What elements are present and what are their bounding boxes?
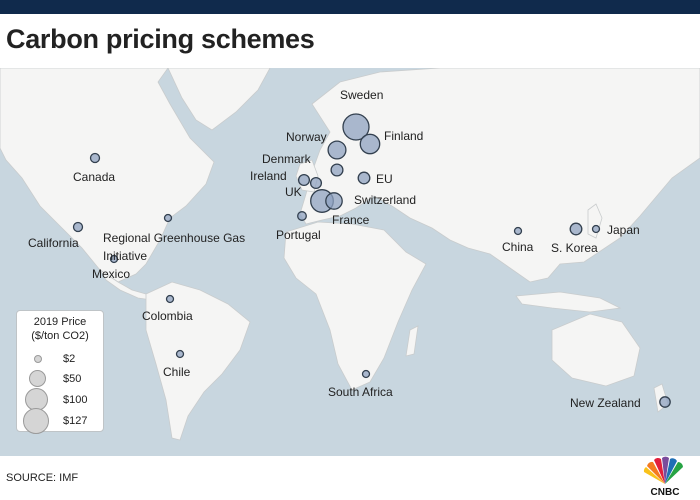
bubble-norway — [327, 140, 347, 160]
bubble-ireland — [297, 173, 311, 187]
source-note: SOURCE: IMF — [6, 472, 79, 484]
label-colombia: Colombia — [142, 309, 193, 323]
legend-label: $127 — [63, 415, 88, 427]
label-denmark: Denmark — [262, 152, 311, 166]
legend: 2019 Price ($/ton CO2) $2 $50 $100 $127 — [16, 310, 104, 434]
bubble-japan — [591, 224, 601, 234]
legend-title: 2019 Price ($/ton CO2) — [17, 315, 103, 343]
landmass-australia — [551, 313, 641, 387]
bubble-south-africa — [361, 369, 371, 379]
label-rggi: Regional Greenhouse Gas Initiative — [103, 231, 246, 263]
bubble-portugal — [297, 211, 307, 221]
label-south-africa: South Africa — [328, 385, 393, 399]
label-norway: Norway — [286, 130, 327, 144]
label-china: China — [502, 240, 534, 254]
bubble-eu — [357, 171, 371, 185]
page-title: Carbon pricing schemes — [6, 24, 315, 54]
bubble-s-korea — [569, 222, 583, 236]
label-portugal: Portugal — [276, 228, 321, 242]
bubble-finland — [359, 133, 381, 155]
bubble-france — [325, 192, 343, 210]
bubble-canada — [89, 152, 101, 164]
legend-label: $2 — [63, 353, 76, 365]
landmass-madagascar — [405, 325, 419, 357]
landmass-north-america — [0, 68, 215, 283]
label-switzerland: Switzerland — [354, 193, 417, 207]
cnbc-peacock-logo: CNBC — [643, 456, 683, 498]
top-bar — [0, 0, 700, 14]
label-new-zealand: New Zealand — [570, 396, 641, 410]
label-eu: EU — [376, 172, 393, 186]
peacock-icon — [643, 456, 683, 484]
label-france: France — [332, 213, 370, 227]
label-california: California — [28, 236, 79, 250]
legend-circle — [34, 355, 42, 363]
bubble-new-zealand — [659, 396, 671, 408]
label-s-korea: S. Korea — [551, 241, 598, 255]
world-map: Sweden Finland Norway Denmark Ireland UK… — [0, 68, 700, 456]
bubble-sweden — [342, 113, 370, 141]
legend-label: $50 — [63, 373, 82, 385]
bubble-colombia — [165, 294, 175, 304]
legend-item: $127 — [17, 407, 103, 434]
map-canvas — [0, 68, 700, 441]
label-canada: Canada — [73, 170, 116, 184]
bubble-regional-greenhouse-gas-initiative — [163, 213, 173, 223]
bubble-uk — [309, 176, 323, 190]
bubble-china — [513, 226, 523, 236]
label-ireland: Ireland — [250, 169, 287, 183]
legend-circle — [29, 370, 46, 387]
cnbc-wordmark: CNBC — [651, 487, 680, 498]
label-sweden: Sweden — [340, 88, 384, 102]
bubble-chile — [175, 349, 185, 359]
label-uk: UK — [285, 185, 302, 199]
landmass-africa — [283, 221, 427, 391]
bubble-california — [72, 221, 84, 233]
bubble-denmark — [330, 163, 344, 177]
label-mexico: Mexico — [92, 267, 131, 281]
bubble-mexico — [109, 254, 119, 264]
legend-item: $2 — [17, 348, 103, 370]
landmass-south-america — [145, 281, 251, 441]
landmass-greenland — [167, 68, 271, 131]
legend-label: $100 — [63, 394, 88, 406]
legend-item: $100 — [17, 387, 103, 411]
landmass-indonesia — [515, 291, 622, 313]
legend-item: $50 — [17, 367, 103, 389]
legend-circle — [23, 408, 49, 434]
label-japan: Japan — [607, 223, 640, 237]
label-chile: Chile — [163, 365, 191, 379]
legend-title-line1: 2019 Price — [33, 316, 87, 328]
legend-title-line2: ($/ton CO2) — [31, 330, 89, 342]
label-finland: Finland — [384, 129, 424, 143]
